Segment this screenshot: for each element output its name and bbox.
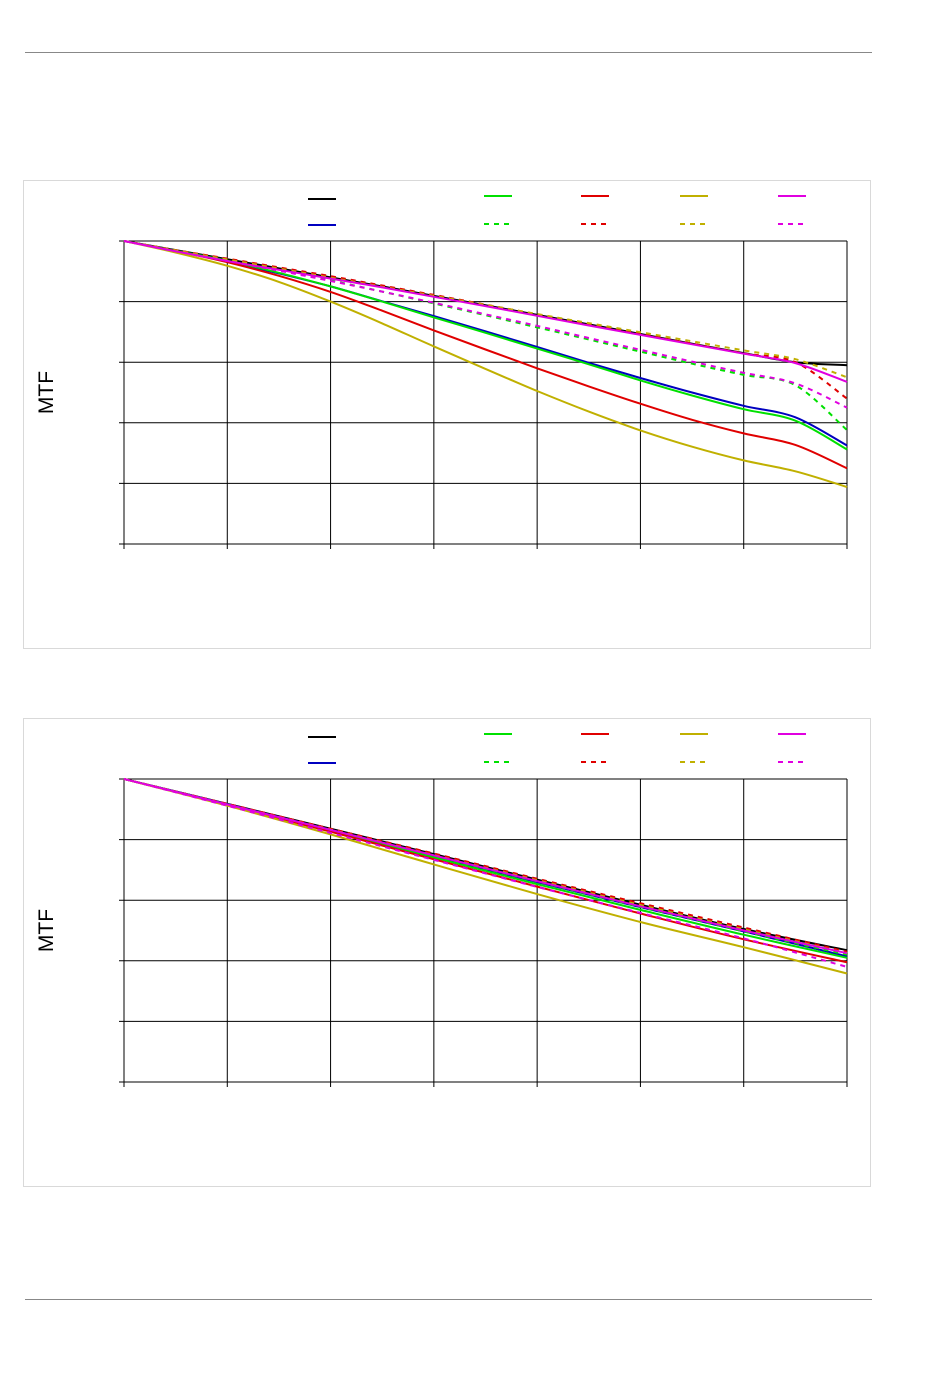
series-line-10 [123,240,848,409]
y-axis-label: MTF [35,371,58,414]
chart-panel-1: MTF [23,180,871,649]
series-line-3 [123,240,848,451]
series-lines [123,778,848,975]
series-line-6 [123,778,848,953]
grid [119,240,848,549]
series-line-7 [123,240,848,488]
bottom-rule [25,1299,872,1300]
series-line-9 [123,778,848,955]
chart-1: MTF [35,195,848,549]
series-line-2 [123,240,848,447]
legend [308,733,806,764]
series-line-6 [123,240,848,400]
chart-2: MTF [35,733,848,1087]
top-rule [25,52,872,53]
y-axis-label: MTF [35,909,58,952]
legend [308,195,806,226]
chart-panel-2: MTF [23,718,871,1187]
series-line-5 [123,240,848,470]
series-line-4 [123,240,848,431]
series-line-8 [123,240,848,379]
series-lines [123,240,848,488]
series-line-10 [123,778,848,968]
series-line-7 [123,778,848,975]
